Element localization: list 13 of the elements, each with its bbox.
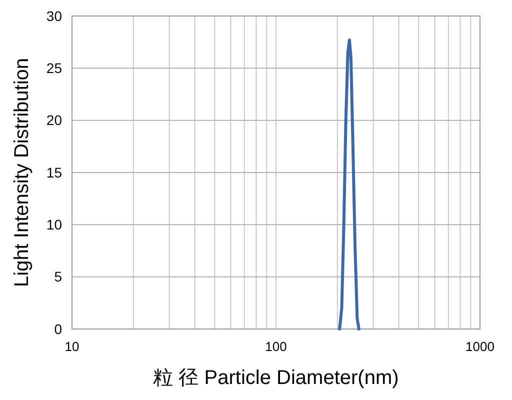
y-tick-label: 15 (46, 164, 62, 180)
y-tick-label: 25 (46, 60, 62, 76)
x-axis-title: 粒 径 Particle Diameter(nm) (153, 367, 399, 389)
x-tick-label: 10 (64, 339, 80, 354)
line-series (338, 38, 360, 330)
y-tick-label: 30 (46, 8, 62, 24)
y-axis-title: Light Intensity Distribution (11, 58, 33, 288)
x-tick-label: 100 (265, 339, 287, 354)
y-tick-label: 10 (46, 216, 62, 233)
y-tick-label: 0 (54, 320, 62, 337)
x-tick-label: 1000 (466, 339, 494, 354)
y-tick-label: 20 (46, 112, 62, 128)
y-tick-label: 5 (54, 268, 62, 285)
